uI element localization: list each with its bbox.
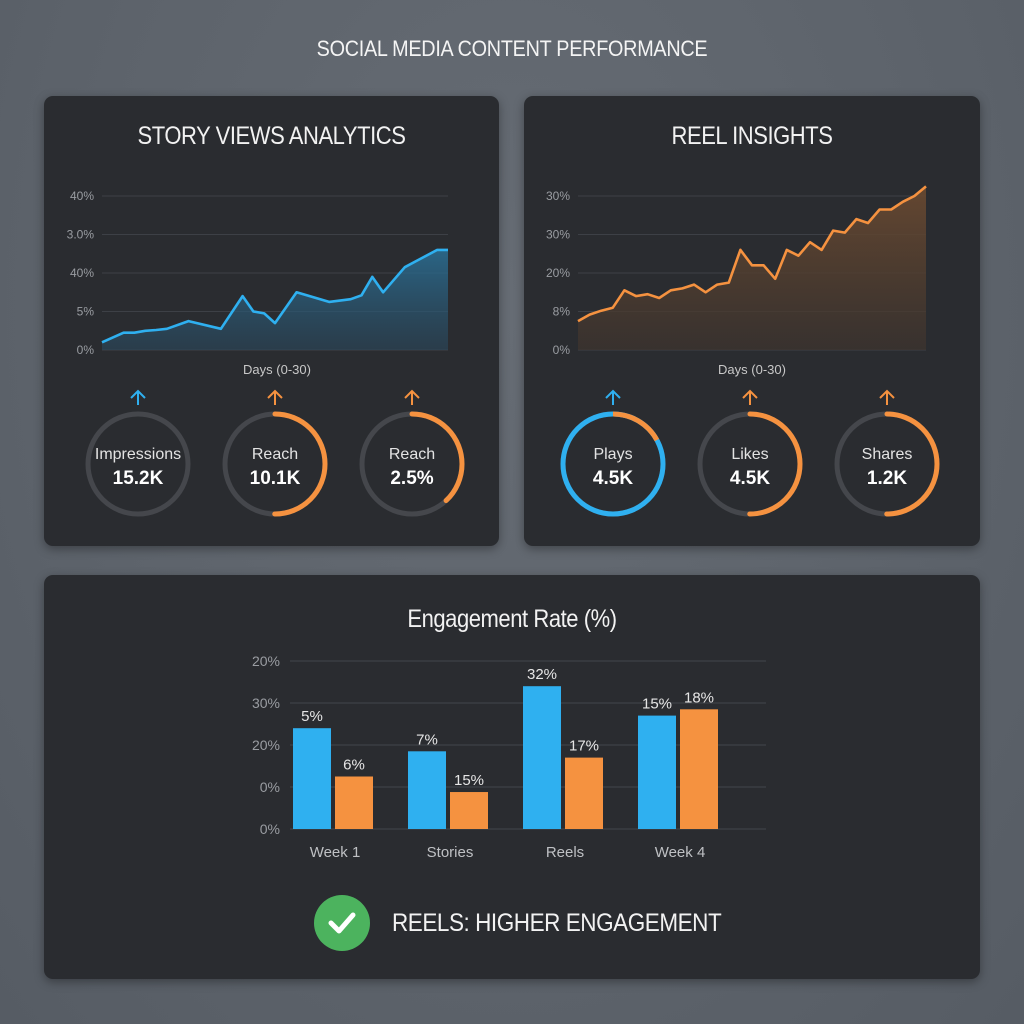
bar-value-label: 7% — [416, 731, 438, 748]
story-x-axis-title: Days (0-30) — [243, 362, 311, 377]
bar-stories — [408, 751, 446, 829]
gauge-label: Impressions — [94, 446, 182, 463]
y-tick-label: 30% — [546, 189, 570, 203]
page-title: SOCIAL MEDIA CONTENT PERFORMANCE — [316, 36, 708, 61]
x-category-label: Week 1 — [310, 844, 361, 861]
y-tick-label: 0% — [553, 343, 571, 357]
y-tick-label: 20% — [252, 653, 280, 669]
bar-value-label: 6% — [343, 757, 365, 774]
gauge-value: 15.2K — [112, 468, 164, 489]
y-tick-label: 40% — [70, 189, 94, 203]
gauge-value: 4.5K — [729, 468, 771, 489]
x-category-label: Reels — [546, 844, 584, 861]
bar-value-label: 15% — [454, 772, 484, 789]
engagement-rate-card: Engagement Rate (%) 0% 0% 20% 30% 20% 5% 6% 7%… — [44, 575, 980, 979]
y-tick-label: 20% — [546, 266, 570, 280]
x-category-label: Stories — [427, 844, 474, 861]
metric-gauge-impressions: Impressions 15.2K — [83, 388, 193, 518]
arrow-up-icon — [267, 389, 283, 405]
metric-gauge-reach: Reach 2.5% — [357, 388, 467, 518]
arrow-up-icon — [742, 389, 758, 405]
y-tick-label: 0% — [260, 779, 280, 795]
reel-panel-title: REEL INSIGHTS — [671, 122, 833, 150]
y-tick-label: 8% — [553, 305, 571, 319]
gauge-label: Plays — [593, 446, 633, 463]
gauge-label: Reach — [251, 446, 299, 463]
bar-stories — [523, 686, 561, 829]
y-tick-label: 30% — [546, 228, 570, 242]
x-category-label: Week 4 — [655, 844, 706, 861]
arrow-up-icon — [879, 389, 895, 405]
reel-insights-line-chart: 0% 8% 20% 30% 30% Days (0-30) — [546, 185, 927, 377]
bar-value-label: 5% — [301, 708, 323, 725]
y-tick-label: 40% — [70, 266, 94, 280]
story-views-line-chart: 0% 5% 40% 3.0% 40% Days (0-30) — [67, 189, 448, 377]
gauge-value: 10.1K — [249, 468, 301, 489]
gauge-value: 2.5% — [390, 468, 434, 489]
bar-value-label: 17% — [569, 738, 599, 755]
metric-gauge-reach: Reach 10.1K — [220, 388, 330, 518]
engagement-bar-chart: 0% 0% 20% 30% 20% 5% 6% 7% 15% 32% 17% 15% 18% Week… — [252, 653, 766, 861]
metric-gauge-likes: Likes 4.5K — [695, 388, 805, 518]
y-tick-label: 0% — [77, 343, 95, 357]
reel-insights-card: REEL INSIGHTS 0% 8% 20% 30% 30% Days (0-30) … — [524, 96, 980, 546]
bar-reels — [680, 709, 718, 829]
y-tick-label: 5% — [77, 305, 95, 319]
bar-reels — [335, 776, 373, 829]
gauge-label: Reach — [388, 446, 436, 463]
bar-value-label: 15% — [642, 696, 672, 713]
arrow-up-icon — [130, 389, 146, 405]
story-panel-title: STORY VIEWS ANALYTICS — [137, 122, 406, 150]
reel-x-axis-title: Days (0-30) — [718, 362, 786, 377]
metric-gauge-shares: Shares 1.2K — [832, 388, 942, 518]
y-tick-label: 20% — [252, 737, 280, 753]
metric-gauge-plays: Plays 4.5K — [558, 388, 668, 518]
arrow-up-icon — [404, 389, 420, 405]
gauge-label: Likes — [731, 446, 769, 463]
engagement-chart-title: Engagement Rate (%) — [407, 605, 617, 633]
y-tick-label: 3.0% — [67, 228, 95, 242]
gauge-label: Shares — [861, 446, 913, 463]
bar-stories — [293, 728, 331, 829]
bar-value-label: 32% — [527, 666, 557, 683]
bar-value-label: 18% — [684, 689, 714, 706]
bar-reels — [565, 757, 603, 829]
check-circle-icon — [314, 895, 370, 951]
bar-stories — [638, 715, 676, 829]
y-tick-label: 30% — [252, 695, 280, 711]
gauge-value: 4.5K — [592, 468, 634, 489]
bar-reels — [450, 792, 488, 829]
verdict-text: REELS: HIGHER ENGAGEMENT — [392, 908, 722, 937]
verdict-banner: REELS: HIGHER ENGAGEMENT — [314, 895, 758, 951]
gauge-value: 1.2K — [866, 468, 908, 489]
story-views-card: STORY VIEWS ANALYTICS 0% 5% 40% 3.0% 40% Day… — [44, 96, 499, 546]
y-tick-label: 0% — [260, 821, 280, 837]
arrow-up-icon — [605, 389, 621, 405]
